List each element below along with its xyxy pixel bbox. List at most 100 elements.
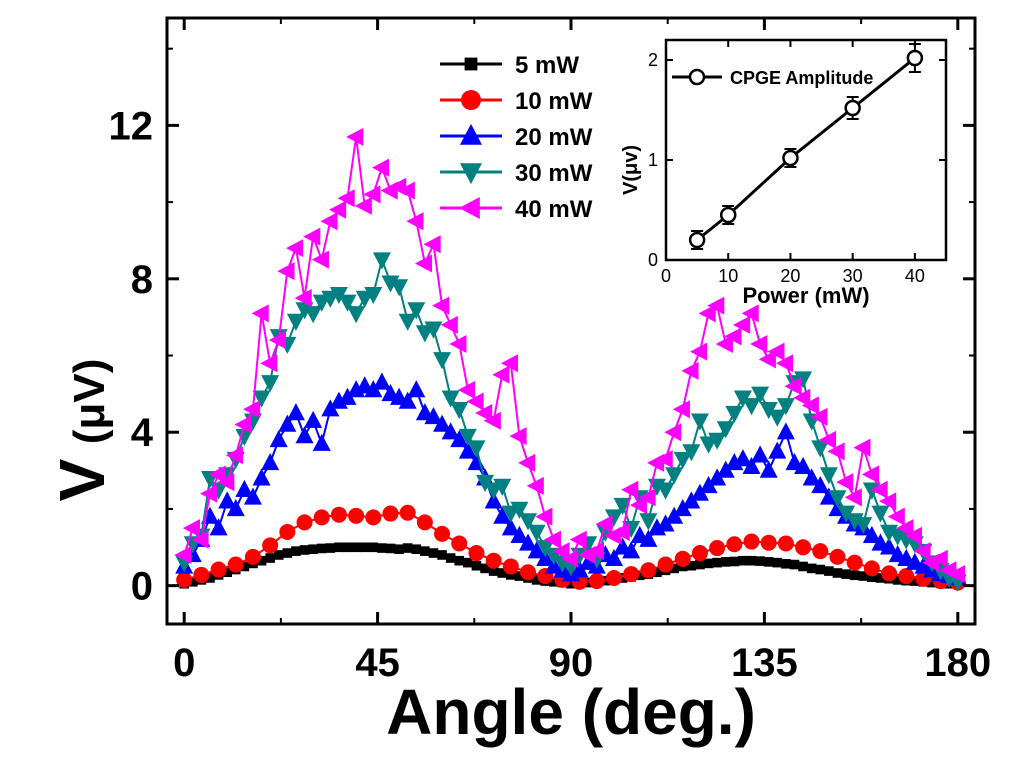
data-point xyxy=(398,313,417,331)
inset-y-axis-title: V(μv) xyxy=(620,145,642,195)
data-point xyxy=(789,559,800,570)
data-point xyxy=(445,553,456,563)
data-point xyxy=(829,548,846,565)
data-point xyxy=(795,539,812,556)
legend-entry: 40 mW xyxy=(440,196,593,223)
data-point xyxy=(755,556,765,566)
legend-marker xyxy=(464,57,478,71)
data-point xyxy=(836,473,854,492)
legend-label: 30 mW xyxy=(515,160,593,187)
data-point xyxy=(526,476,544,495)
inset-data-point xyxy=(719,205,737,225)
inset-x-axis-title: Power (mW) xyxy=(742,283,869,308)
data-point xyxy=(758,350,776,369)
data-point xyxy=(338,387,357,405)
legend-marker xyxy=(460,123,482,145)
data-point xyxy=(880,537,899,555)
data-point xyxy=(510,525,529,543)
data-point xyxy=(407,380,426,398)
data-point xyxy=(252,468,271,486)
data-point xyxy=(824,566,834,576)
data-point xyxy=(588,573,605,590)
data-point xyxy=(193,566,210,583)
data-point xyxy=(858,571,869,581)
data-point xyxy=(741,304,759,323)
data-point xyxy=(750,335,768,354)
inset-x-tick-label: 10 xyxy=(718,266,738,286)
data-point xyxy=(346,127,364,146)
data-point xyxy=(691,545,708,562)
data-point xyxy=(566,578,576,589)
data-point xyxy=(811,476,830,494)
data-point xyxy=(709,540,726,557)
data-point xyxy=(617,573,628,583)
data-point xyxy=(234,415,252,434)
data-point xyxy=(768,409,787,427)
data-point xyxy=(875,573,886,583)
data-point xyxy=(261,375,280,393)
data-point xyxy=(733,315,751,334)
data-point xyxy=(715,335,733,354)
inset-x-tick-label: 0 xyxy=(661,266,671,286)
data-point xyxy=(351,542,361,553)
data-point xyxy=(629,496,647,515)
inset-marker xyxy=(844,99,861,117)
data-point xyxy=(673,451,692,469)
data-point xyxy=(801,396,819,415)
legend-marker xyxy=(461,90,481,110)
data-point xyxy=(371,158,390,177)
data-point xyxy=(535,507,553,526)
data-point xyxy=(712,557,722,568)
data-point xyxy=(775,354,794,373)
data-point xyxy=(308,544,318,555)
data-point xyxy=(457,381,476,400)
data-point xyxy=(424,406,443,425)
data-point xyxy=(364,380,383,398)
data-point xyxy=(863,560,880,577)
data-point xyxy=(239,561,250,572)
legend-entry: 10 mW xyxy=(440,88,593,115)
data-point xyxy=(716,460,735,478)
data-point xyxy=(468,545,485,562)
data-point xyxy=(342,542,353,553)
data-point xyxy=(313,509,330,526)
inset-x-tick-label: 20 xyxy=(780,266,800,286)
data-point xyxy=(519,513,538,531)
data-point xyxy=(861,465,880,484)
data-point xyxy=(638,488,656,507)
data-point xyxy=(390,279,409,297)
data-point xyxy=(261,453,280,471)
data-point xyxy=(690,342,708,361)
data-point xyxy=(256,555,267,566)
data-point xyxy=(235,479,254,497)
data-point xyxy=(200,484,218,503)
series-5-mw xyxy=(179,542,963,589)
data-point xyxy=(640,562,657,579)
data-point xyxy=(794,371,813,389)
data-point xyxy=(708,468,727,486)
data-point xyxy=(434,525,451,542)
data-point xyxy=(695,559,705,570)
data-point xyxy=(501,518,520,536)
data-point xyxy=(605,569,622,586)
data-point xyxy=(794,456,813,474)
data-point xyxy=(458,441,477,459)
data-point xyxy=(913,542,931,561)
data-point xyxy=(870,480,888,499)
data-point xyxy=(475,404,493,423)
data-point xyxy=(454,555,465,566)
data-point xyxy=(348,507,365,524)
inset-marker xyxy=(688,231,706,249)
data-point xyxy=(278,414,297,432)
data-point xyxy=(910,576,920,586)
data-point xyxy=(793,388,811,407)
data-point xyxy=(222,567,232,578)
data-point xyxy=(802,468,821,486)
data-point xyxy=(449,335,467,354)
data-point xyxy=(243,487,262,505)
inset-marker xyxy=(906,49,924,67)
data-point xyxy=(282,548,293,558)
data-point xyxy=(527,524,546,542)
data-point xyxy=(733,449,752,467)
data-point xyxy=(742,456,761,474)
